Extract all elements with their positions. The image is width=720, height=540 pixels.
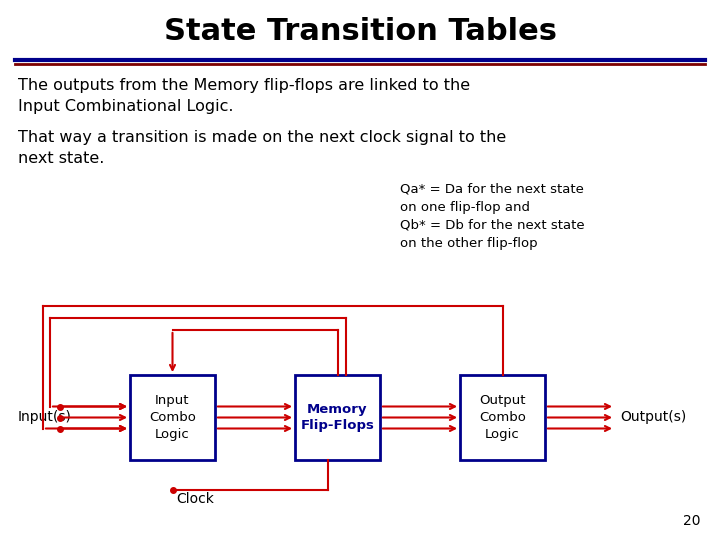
Text: Memory
Flip-Flops: Memory Flip-Flops <box>300 402 374 433</box>
Bar <box>130 375 215 460</box>
Text: Input(s): Input(s) <box>18 410 72 424</box>
Text: The outputs from the Memory flip-flops are linked to the
Input Combinational Log: The outputs from the Memory flip-flops a… <box>18 78 470 114</box>
Text: Output(s): Output(s) <box>620 410 686 424</box>
Bar <box>460 375 545 460</box>
Text: Qa* = Da for the next state
on one flip-flop and
Qb* = Db for the next state
on : Qa* = Da for the next state on one flip-… <box>400 182 585 251</box>
Text: That way a transition is made on the next clock signal to the
next state.: That way a transition is made on the nex… <box>18 130 506 166</box>
Text: Output
Combo
Logic: Output Combo Logic <box>479 394 526 441</box>
Text: State Transition Tables: State Transition Tables <box>163 17 557 46</box>
Text: Clock: Clock <box>176 492 215 506</box>
Text: 20: 20 <box>683 514 700 528</box>
Bar <box>295 375 380 460</box>
Text: Input
Combo
Logic: Input Combo Logic <box>149 394 196 441</box>
